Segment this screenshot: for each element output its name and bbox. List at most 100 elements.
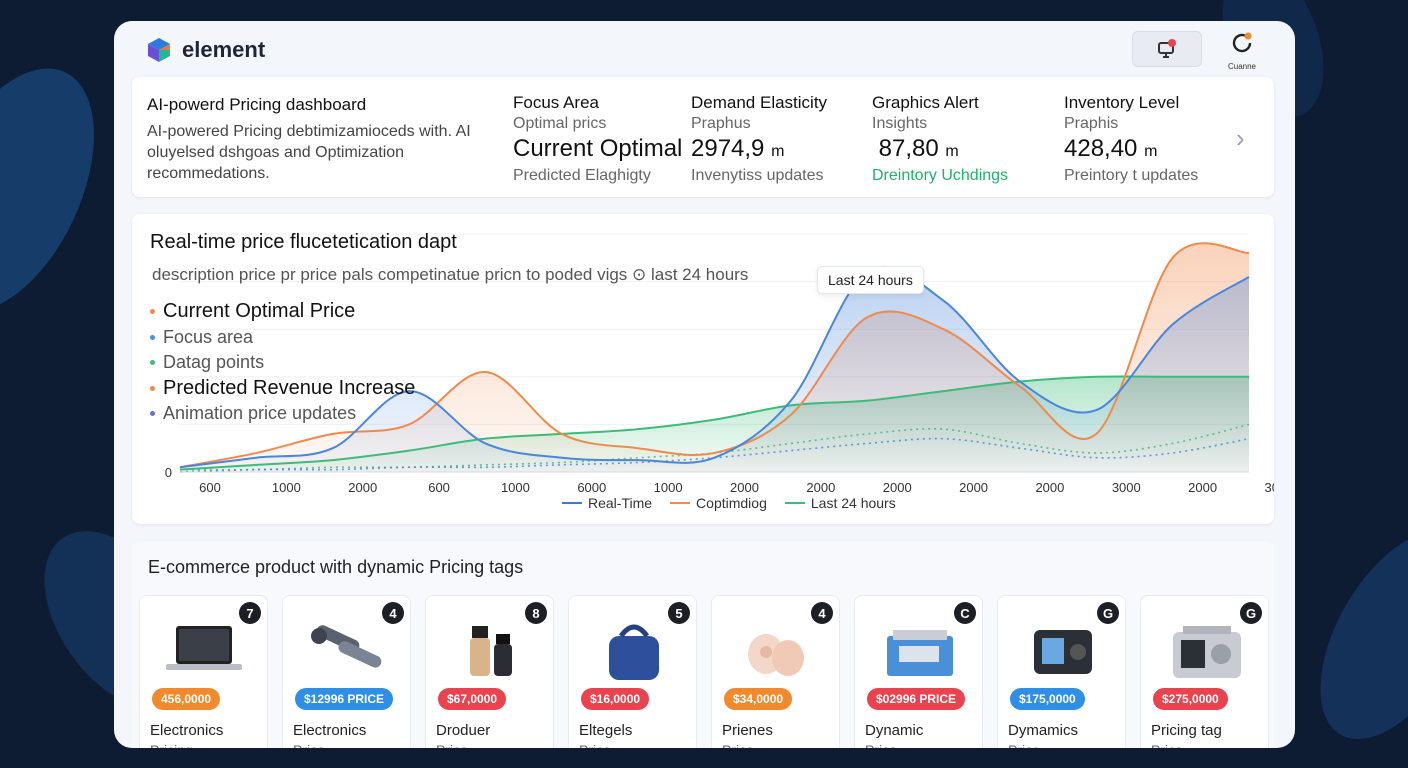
kpi-subtitle: Insights	[872, 115, 928, 132]
kpi-value: 87,80 m	[878, 135, 959, 162]
legend-label: Focus area	[163, 326, 254, 347]
user-status-icon	[1232, 32, 1252, 53]
chart-bottom-legend: Real-Time Coptimdiog Last 24 hours	[562, 495, 896, 511]
product-subtitle: Price	[436, 742, 468, 748]
dynamic-price-tag[interactable]: 456,0000	[152, 688, 221, 710]
legend-line-icon	[670, 502, 691, 504]
chart-tooltip: Last 24 hours	[817, 266, 924, 294]
legend-item[interactable]: Focus area	[150, 325, 415, 351]
notifications-button[interactable]	[1132, 31, 1202, 67]
product-image-icon	[1173, 626, 1241, 678]
product-card[interactable]: 8 $67,0000 Droduer Price	[425, 595, 554, 748]
bottom-legend-label: Last 24 hours	[810, 495, 896, 511]
x-tick-label: 2000	[806, 480, 835, 495]
chart-title: Real-time price flucetetication dapt	[150, 231, 457, 253]
kpi-focus-area[interactable]: Focus Area Optimal prics Current Optimal…	[513, 93, 682, 185]
legend-label: Predicted Revenue Increase	[163, 376, 416, 399]
product-subtitle: Price	[1151, 742, 1183, 748]
dynamic-price-tag[interactable]: $275,0000	[1153, 688, 1228, 710]
product-subtitle: Price	[865, 742, 897, 748]
dashboard-description: AI-powered Pricing debtimizamioceds with…	[147, 123, 471, 182]
kpi-subtitle: Optimal prics	[513, 115, 607, 132]
product-card[interactable]: G $275,0000 Pricing tag Price	[1140, 595, 1269, 748]
y-tick-label: 0	[165, 465, 172, 480]
product-card[interactable]: 4 $12996 PRICE Electronics Price	[282, 595, 411, 748]
product-grid: 7 456,0000 Electronics Pricing 4 $12996 PRICE…	[139, 595, 1269, 748]
series-line	[179, 265, 1250, 469]
kpi-subtitle: Praphis	[1064, 115, 1119, 132]
price-chart[interactable]: 0 600 1000 2000 600 1000 6000 1000 2000 2000 2000 2…	[132, 214, 1274, 524]
dynamic-price-tag[interactable]: $67,0000	[438, 688, 507, 710]
legend-dot-icon	[150, 411, 155, 417]
product-image-icon	[470, 626, 512, 676]
bottom-legend-item[interactable]: Last 24 hours	[784, 495, 896, 511]
dynamic-price-tag[interactable]: $02996 PRICE	[867, 688, 966, 710]
products-title: E-commerce product with dynamic Pricing …	[148, 557, 524, 577]
kpi-footer: Dreintory Uchdings	[872, 167, 1009, 184]
legend-item[interactable]: Current Optimal Price	[150, 299, 415, 325]
app-logo[interactable]: element	[146, 37, 265, 63]
product-name: Droduer	[436, 722, 491, 739]
chevron-right-icon[interactable]: ›	[1236, 123, 1245, 153]
product-card[interactable]: 5 $16,0000 Eltegels Price	[568, 595, 697, 748]
product-subtitle: Price	[722, 742, 754, 748]
legend-label: Current Optimal Price	[163, 300, 356, 323]
product-name: Dymamics	[1008, 722, 1078, 739]
x-tick-label: 2000	[959, 480, 988, 495]
x-tick-label: 2000	[883, 480, 912, 495]
product-image-icon	[748, 634, 804, 676]
chart-legend: Current Optimal Price Focus area Datag poi…	[150, 299, 415, 427]
dynamic-price-tag[interactable]: $16,0000	[581, 688, 650, 710]
kpi-value: 428,40 m	[1064, 135, 1158, 162]
dynamic-price-tag[interactable]: $12996 PRICE	[295, 688, 394, 710]
x-tick-label: 1000	[654, 480, 683, 495]
kpi-graphics-alert[interactable]: Graphics Alert Insights 87,80 m Dreintor…	[872, 93, 1008, 185]
kpi-inventory-level[interactable]: Inventory Level Praphis 428,40 m Preinto…	[1064, 93, 1198, 185]
price-chart-card: 0 600 1000 2000 600 1000 6000 1000 2000 2000 2000 2…	[132, 214, 1274, 524]
legend-label: Datag points	[163, 352, 265, 373]
product-count-badge: 8	[525, 602, 547, 624]
product-card[interactable]: 7 456,0000 Electronics Pricing	[139, 595, 268, 748]
product-card[interactable]: 4 $34,0000 Prienes Price	[711, 595, 840, 748]
product-card[interactable]: G $175,0000 Dymamics Price	[997, 595, 1126, 748]
product-card[interactable]: C $02996 PRICE Dynamic Price	[854, 595, 983, 748]
product-image-icon	[609, 624, 659, 680]
dynamic-price-tag[interactable]: $34,0000	[724, 688, 793, 710]
bottom-legend-label: Real-Time	[588, 495, 653, 511]
product-subtitle: Price	[579, 742, 611, 748]
product-name: Electronics	[293, 722, 367, 739]
x-tick-label: 3000	[1265, 480, 1274, 495]
legend-item[interactable]: Predicted Revenue Increase	[150, 376, 415, 402]
product-image-icon	[1034, 630, 1092, 674]
logo-icon	[148, 38, 170, 62]
bottom-legend-item[interactable]: Coptimdiog	[670, 495, 767, 511]
background-shape	[0, 42, 129, 338]
x-tick-label: 1000	[501, 480, 530, 495]
legend-line-icon	[784, 502, 805, 504]
bottom-legend-item[interactable]: Real-Time	[562, 495, 652, 511]
x-tick-label: 2000	[730, 480, 759, 495]
product-count-badge: C	[954, 602, 976, 624]
x-tick-label: 6000	[577, 480, 606, 495]
legend-dot-icon	[150, 360, 155, 366]
app-header: element Cuanne	[114, 21, 1295, 77]
user-menu[interactable]: Cuanne	[1224, 31, 1260, 71]
bottom-legend-label: Coptimdiog	[696, 495, 767, 511]
product-name: Eltegels	[579, 722, 633, 739]
product-name: Dynamic	[865, 722, 924, 739]
app-window: element Cuanne AI-powerd Pricing dashboa…	[114, 21, 1295, 748]
product-name: Prienes	[722, 722, 773, 739]
legend-label: Animation price updates	[163, 403, 357, 424]
kpi-title: Focus Area	[513, 93, 599, 112]
legend-item[interactable]: Datag points	[150, 350, 415, 376]
notification-monitor-icon	[1158, 39, 1176, 58]
dynamic-price-tag[interactable]: $175,0000	[1010, 688, 1085, 710]
kpi-title: Inventory Level	[1064, 93, 1180, 112]
x-tick-label: 600	[199, 480, 221, 495]
legend-dot-icon	[150, 334, 155, 340]
x-tick-label: 3000	[1112, 480, 1141, 495]
kpi-demand-elasticity[interactable]: Demand Elasticity Praphus 2974,9 m Inven…	[691, 93, 827, 185]
kpi-title: Demand Elasticity	[691, 93, 828, 112]
background-shape	[1288, 505, 1408, 765]
legend-item[interactable]: Animation price updates	[150, 401, 415, 427]
